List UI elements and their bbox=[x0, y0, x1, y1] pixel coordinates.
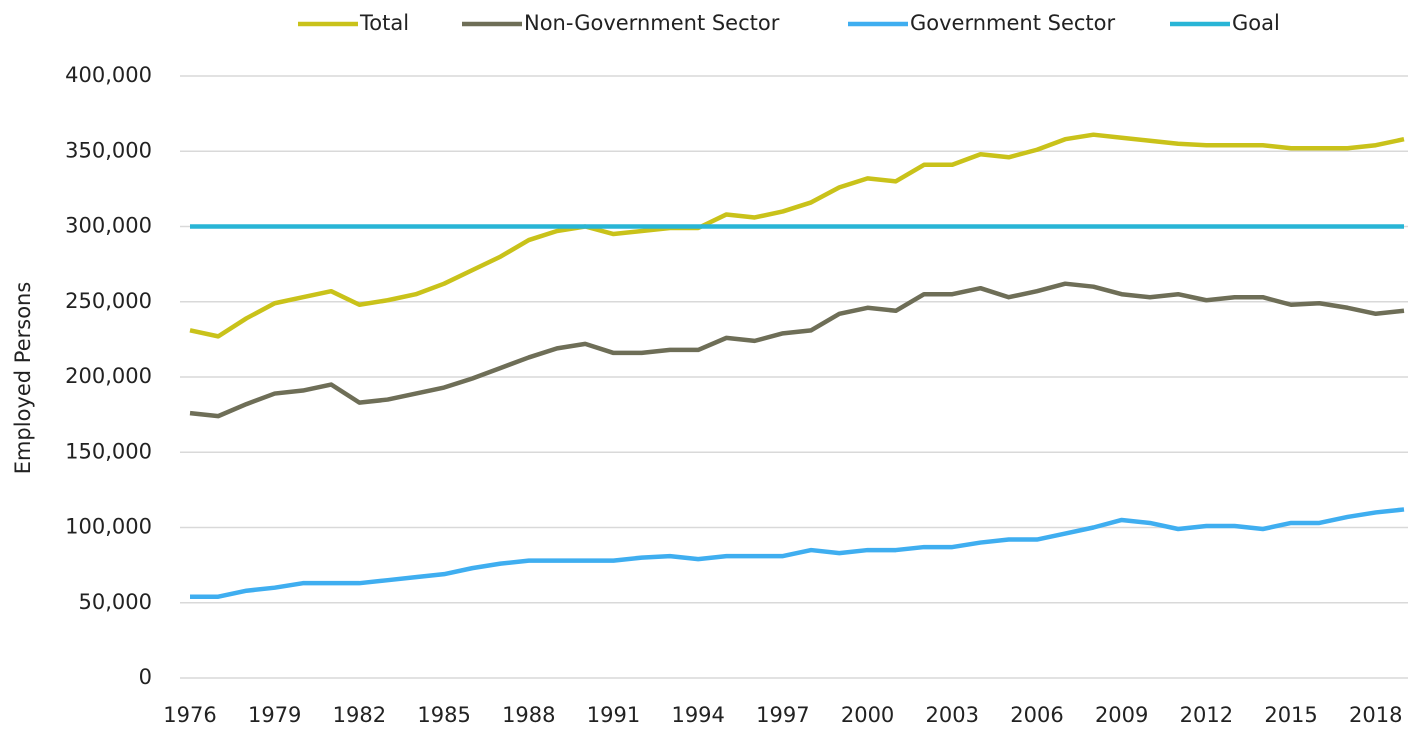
x-tick-label: 2006 bbox=[1010, 703, 1063, 727]
x-tick-label: 2009 bbox=[1095, 703, 1148, 727]
y-tick-label: 250,000 bbox=[65, 289, 152, 313]
x-tick-label: 2015 bbox=[1264, 703, 1317, 727]
legend-label: Non-Government Sector bbox=[524, 11, 780, 35]
x-tick-label: 1982 bbox=[333, 703, 386, 727]
y-tick-label: 0 bbox=[139, 665, 152, 689]
x-tick-label: 1991 bbox=[587, 703, 640, 727]
y-tick-label: 100,000 bbox=[65, 515, 152, 539]
x-tick-label: 2003 bbox=[926, 703, 979, 727]
x-tick-label: 2018 bbox=[1349, 703, 1402, 727]
legend-label: Government Sector bbox=[910, 11, 1116, 35]
legend-label: Total bbox=[359, 11, 409, 35]
line-series bbox=[190, 507, 1405, 599]
y-tick-label: 300,000 bbox=[65, 214, 152, 238]
legend-label: Goal bbox=[1232, 11, 1280, 35]
y-tick-label: 150,000 bbox=[65, 439, 152, 463]
x-tick-label: 1985 bbox=[417, 703, 470, 727]
y-axis-title: Employed Persons bbox=[11, 282, 35, 475]
x-tick-label: 1997 bbox=[756, 703, 809, 727]
x-tick-label: 1979 bbox=[248, 703, 301, 727]
x-tick-label: 2012 bbox=[1180, 703, 1233, 727]
line-series bbox=[189, 281, 1405, 419]
y-tick-label: 50,000 bbox=[79, 590, 152, 614]
x-tick-label: 2000 bbox=[841, 703, 894, 727]
x-tick-label: 1976 bbox=[163, 703, 216, 727]
x-tick-label: 1988 bbox=[502, 703, 555, 727]
y-tick-label: 400,000 bbox=[65, 63, 152, 87]
y-tick-label: 200,000 bbox=[65, 364, 152, 388]
line-series bbox=[189, 132, 1405, 339]
y-tick-label: 350,000 bbox=[65, 138, 152, 162]
x-tick-label: 1994 bbox=[671, 703, 724, 727]
